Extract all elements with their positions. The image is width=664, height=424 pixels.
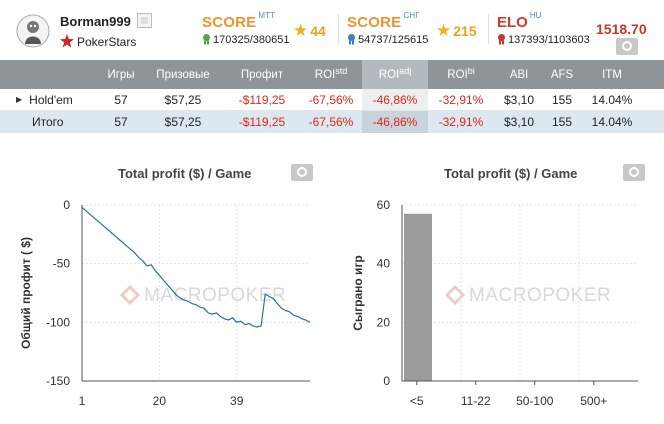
y-tick-label: 20	[377, 315, 391, 329]
score-cis-title: SCORE СНГ	[347, 11, 420, 31]
column-header[interactable]: ROI bi	[447, 65, 475, 81]
x-tick-label: 20	[153, 394, 167, 408]
cell-afs: 155	[551, 115, 573, 129]
watermark: MACROPOKER	[120, 285, 286, 307]
column-header[interactable]: ROI adj	[362, 60, 428, 89]
star-icon: ★	[436, 21, 452, 40]
table-total-row: Итого 57 $57,25 -$119,25 -67,56% -46,86%…	[0, 111, 664, 133]
column-header[interactable]: Призовые	[156, 68, 210, 81]
column-header[interactable]: Игры	[107, 68, 135, 81]
medal-icon	[498, 34, 505, 45]
cell-roi-adj: -46,86%	[362, 89, 428, 110]
medal-icon	[203, 34, 210, 45]
avatar[interactable]	[16, 14, 50, 48]
cell-roi-adj: -46,86%	[362, 111, 428, 133]
y-tick-label: 0	[63, 198, 70, 212]
row-name[interactable]: ▶ Hold'em	[16, 92, 73, 107]
star-icon: ★	[293, 21, 309, 40]
elo-value: 1518.70	[596, 21, 647, 37]
pokerstars-logo-icon	[60, 34, 74, 48]
cell-prize: $57,25	[164, 92, 202, 107]
camera-icon[interactable]	[623, 164, 645, 181]
divider	[338, 14, 339, 44]
cell-roi-std: -67,56%	[308, 92, 354, 107]
x-tick-label: 500+	[580, 394, 607, 408]
row-name: Итого	[32, 115, 64, 129]
camera-icon[interactable]	[616, 38, 638, 55]
profile-card-icon[interactable]	[137, 13, 152, 28]
medal-icon	[348, 34, 355, 45]
bar-chart-title: Total profit ($) / Game	[444, 166, 578, 181]
y-axis-label: Общий профит ( $)	[19, 237, 33, 349]
cell-itm: 14.04%	[591, 92, 633, 107]
y-axis-label: Сыграно игр	[351, 255, 365, 331]
cell-roi-bi: -32,91%	[438, 115, 484, 129]
score-cis-stars: ★ 215	[436, 21, 477, 40]
cell-roi-std: -67,56%	[308, 115, 354, 129]
macropoker-logo-icon	[120, 285, 140, 305]
cell-profit: -$119,25	[238, 115, 286, 129]
table-header: Игры Призовые Профит ROI std ROI adj ROI bi…	[0, 60, 664, 89]
x-tick-label: 50-100	[516, 394, 554, 408]
y-tick-label: 40	[377, 257, 391, 271]
camera-icon[interactable]	[291, 164, 313, 181]
expand-triangle-icon: ▶	[16, 95, 23, 104]
divider	[488, 14, 489, 44]
elo-block: ELO HU 137393/1103603	[497, 11, 590, 46]
cell-games: 57	[114, 92, 128, 107]
score-mtt-title: SCORE MTT	[202, 11, 276, 31]
profit-line	[81, 206, 311, 328]
y-tick-label: -100	[46, 315, 70, 329]
cell-afs: 155	[551, 92, 573, 107]
elo-rank: 137393/1103603	[508, 34, 590, 46]
x-tick-label: 11-22	[461, 394, 491, 408]
room-label: PokerStars	[77, 35, 137, 49]
y-tick-label: 60	[377, 198, 391, 212]
column-header[interactable]: ABI	[509, 68, 529, 81]
y-tick-label: -50	[53, 257, 71, 271]
username[interactable]: Borman999	[60, 14, 131, 29]
y-tick-label: 0	[383, 374, 390, 388]
cell-roi-bi: -32,91%	[438, 92, 484, 107]
table-row[interactable]: ▶ Hold'em 57 $57,25 -$119,25 -67,56% -46,…	[0, 89, 664, 111]
cell-profit: -$119,25	[238, 92, 286, 107]
bar	[404, 213, 432, 381]
line-chart-title: Total profit ($) / Game	[118, 166, 252, 181]
cell-prize: $57,25	[164, 115, 202, 129]
watermark: MACROPOKER	[445, 285, 611, 307]
x-tick-label: 1	[79, 394, 86, 408]
x-tick-label: <5	[410, 394, 424, 408]
column-header[interactable]: Профит	[240, 68, 284, 81]
score-mtt-rank: 170325/380651	[213, 34, 290, 46]
column-header[interactable]: ITM	[602, 68, 622, 81]
score-mtt-stars: ★ 44	[293, 21, 326, 40]
y-tick-label: -150	[46, 374, 70, 388]
macropoker-logo-icon	[445, 285, 465, 305]
cell-games: 57	[114, 115, 128, 129]
score-mtt-block: SCORE MTT 170325/380651	[202, 11, 289, 46]
column-header[interactable]: ROI std	[314, 65, 348, 81]
score-cis-rank: 54737/125615	[358, 34, 429, 46]
cell-itm: 14.04%	[591, 115, 633, 129]
cell-abi: $3,10	[503, 115, 535, 129]
score-cis-block: SCORE СНГ 54737/125615	[347, 11, 428, 46]
x-tick-label: 39	[230, 394, 244, 408]
column-header[interactable]: AFS	[550, 68, 574, 81]
elo-title: ELO HU	[497, 11, 542, 31]
cell-abi: $3,10	[503, 92, 535, 107]
